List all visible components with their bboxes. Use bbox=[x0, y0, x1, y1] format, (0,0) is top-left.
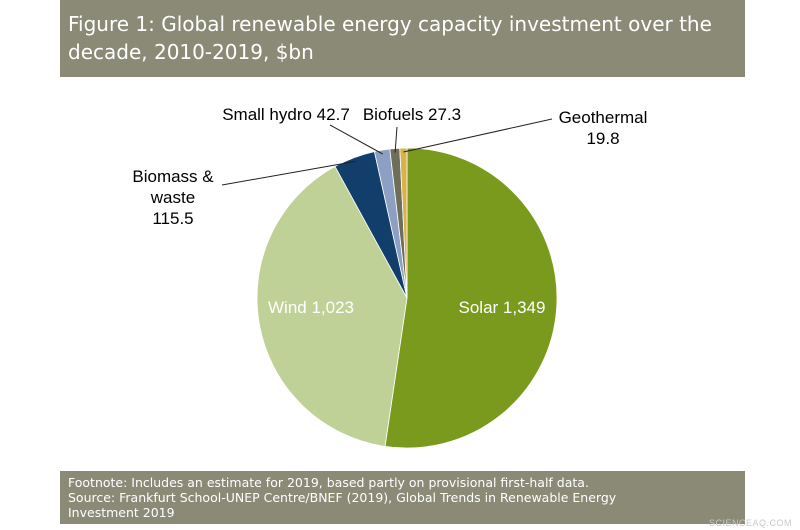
source-line-2: Investment 2019 bbox=[68, 505, 175, 520]
pie-chart: Solar 1,349 Wind 1,023 Biomass & waste 115.5… bbox=[132, 105, 648, 449]
pie-slice-geothermal bbox=[399, 147, 408, 299]
leader-line-geothermal bbox=[403, 118, 553, 153]
leader-line-biofuels bbox=[394, 126, 398, 153]
slice-label-line: 19.8 bbox=[586, 129, 619, 148]
watermark: SCIENCEAQ.COM bbox=[708, 518, 792, 528]
slice-label-solar: Solar 1,349 bbox=[459, 298, 546, 317]
slice-label-line: Geothermal bbox=[559, 108, 648, 127]
slice-label-line: Biomass & bbox=[132, 167, 214, 186]
source-line-1: Source: Frankfurt School-UNEP Centre/BNE… bbox=[68, 490, 617, 505]
footnote: Footnote: Includes an estimate for 2019,… bbox=[68, 475, 589, 490]
slice-label-geothermal: Geothermal 19.8 bbox=[559, 108, 648, 148]
pie-slice-wind bbox=[256, 165, 408, 447]
slice-label-line: waste bbox=[150, 188, 195, 207]
chart-title-line-2: decade, 2010-2019, $bn bbox=[68, 40, 314, 64]
slice-label-biofuels: Biofuels 27.3 bbox=[363, 105, 461, 124]
leader-line-small-hydro bbox=[329, 124, 383, 155]
slice-label-small-hydro: Small hydro 42.7 bbox=[222, 105, 350, 124]
slice-label-wind: Wind 1,023 bbox=[268, 298, 354, 317]
chart-header: Figure 1: Global renewable energy capaci… bbox=[60, 0, 745, 77]
chart-footer: Footnote: Includes an estimate for 2019,… bbox=[60, 471, 745, 524]
pie-slice-solar bbox=[384, 147, 558, 449]
chart-title-line-1: Figure 1: Global renewable energy capaci… bbox=[68, 12, 712, 36]
slice-label-line: Solar 1,349 bbox=[459, 298, 546, 317]
slice-label-line: Wind 1,023 bbox=[268, 298, 354, 317]
slice-label-biomass-waste: Biomass & waste 115.5 bbox=[132, 167, 214, 228]
slice-label-line: Small hydro 42.7 bbox=[222, 105, 350, 124]
slice-label-line: Biofuels 27.3 bbox=[363, 105, 461, 124]
slice-label-line: 115.5 bbox=[152, 209, 193, 228]
leader-line-biomass-waste bbox=[221, 160, 356, 186]
